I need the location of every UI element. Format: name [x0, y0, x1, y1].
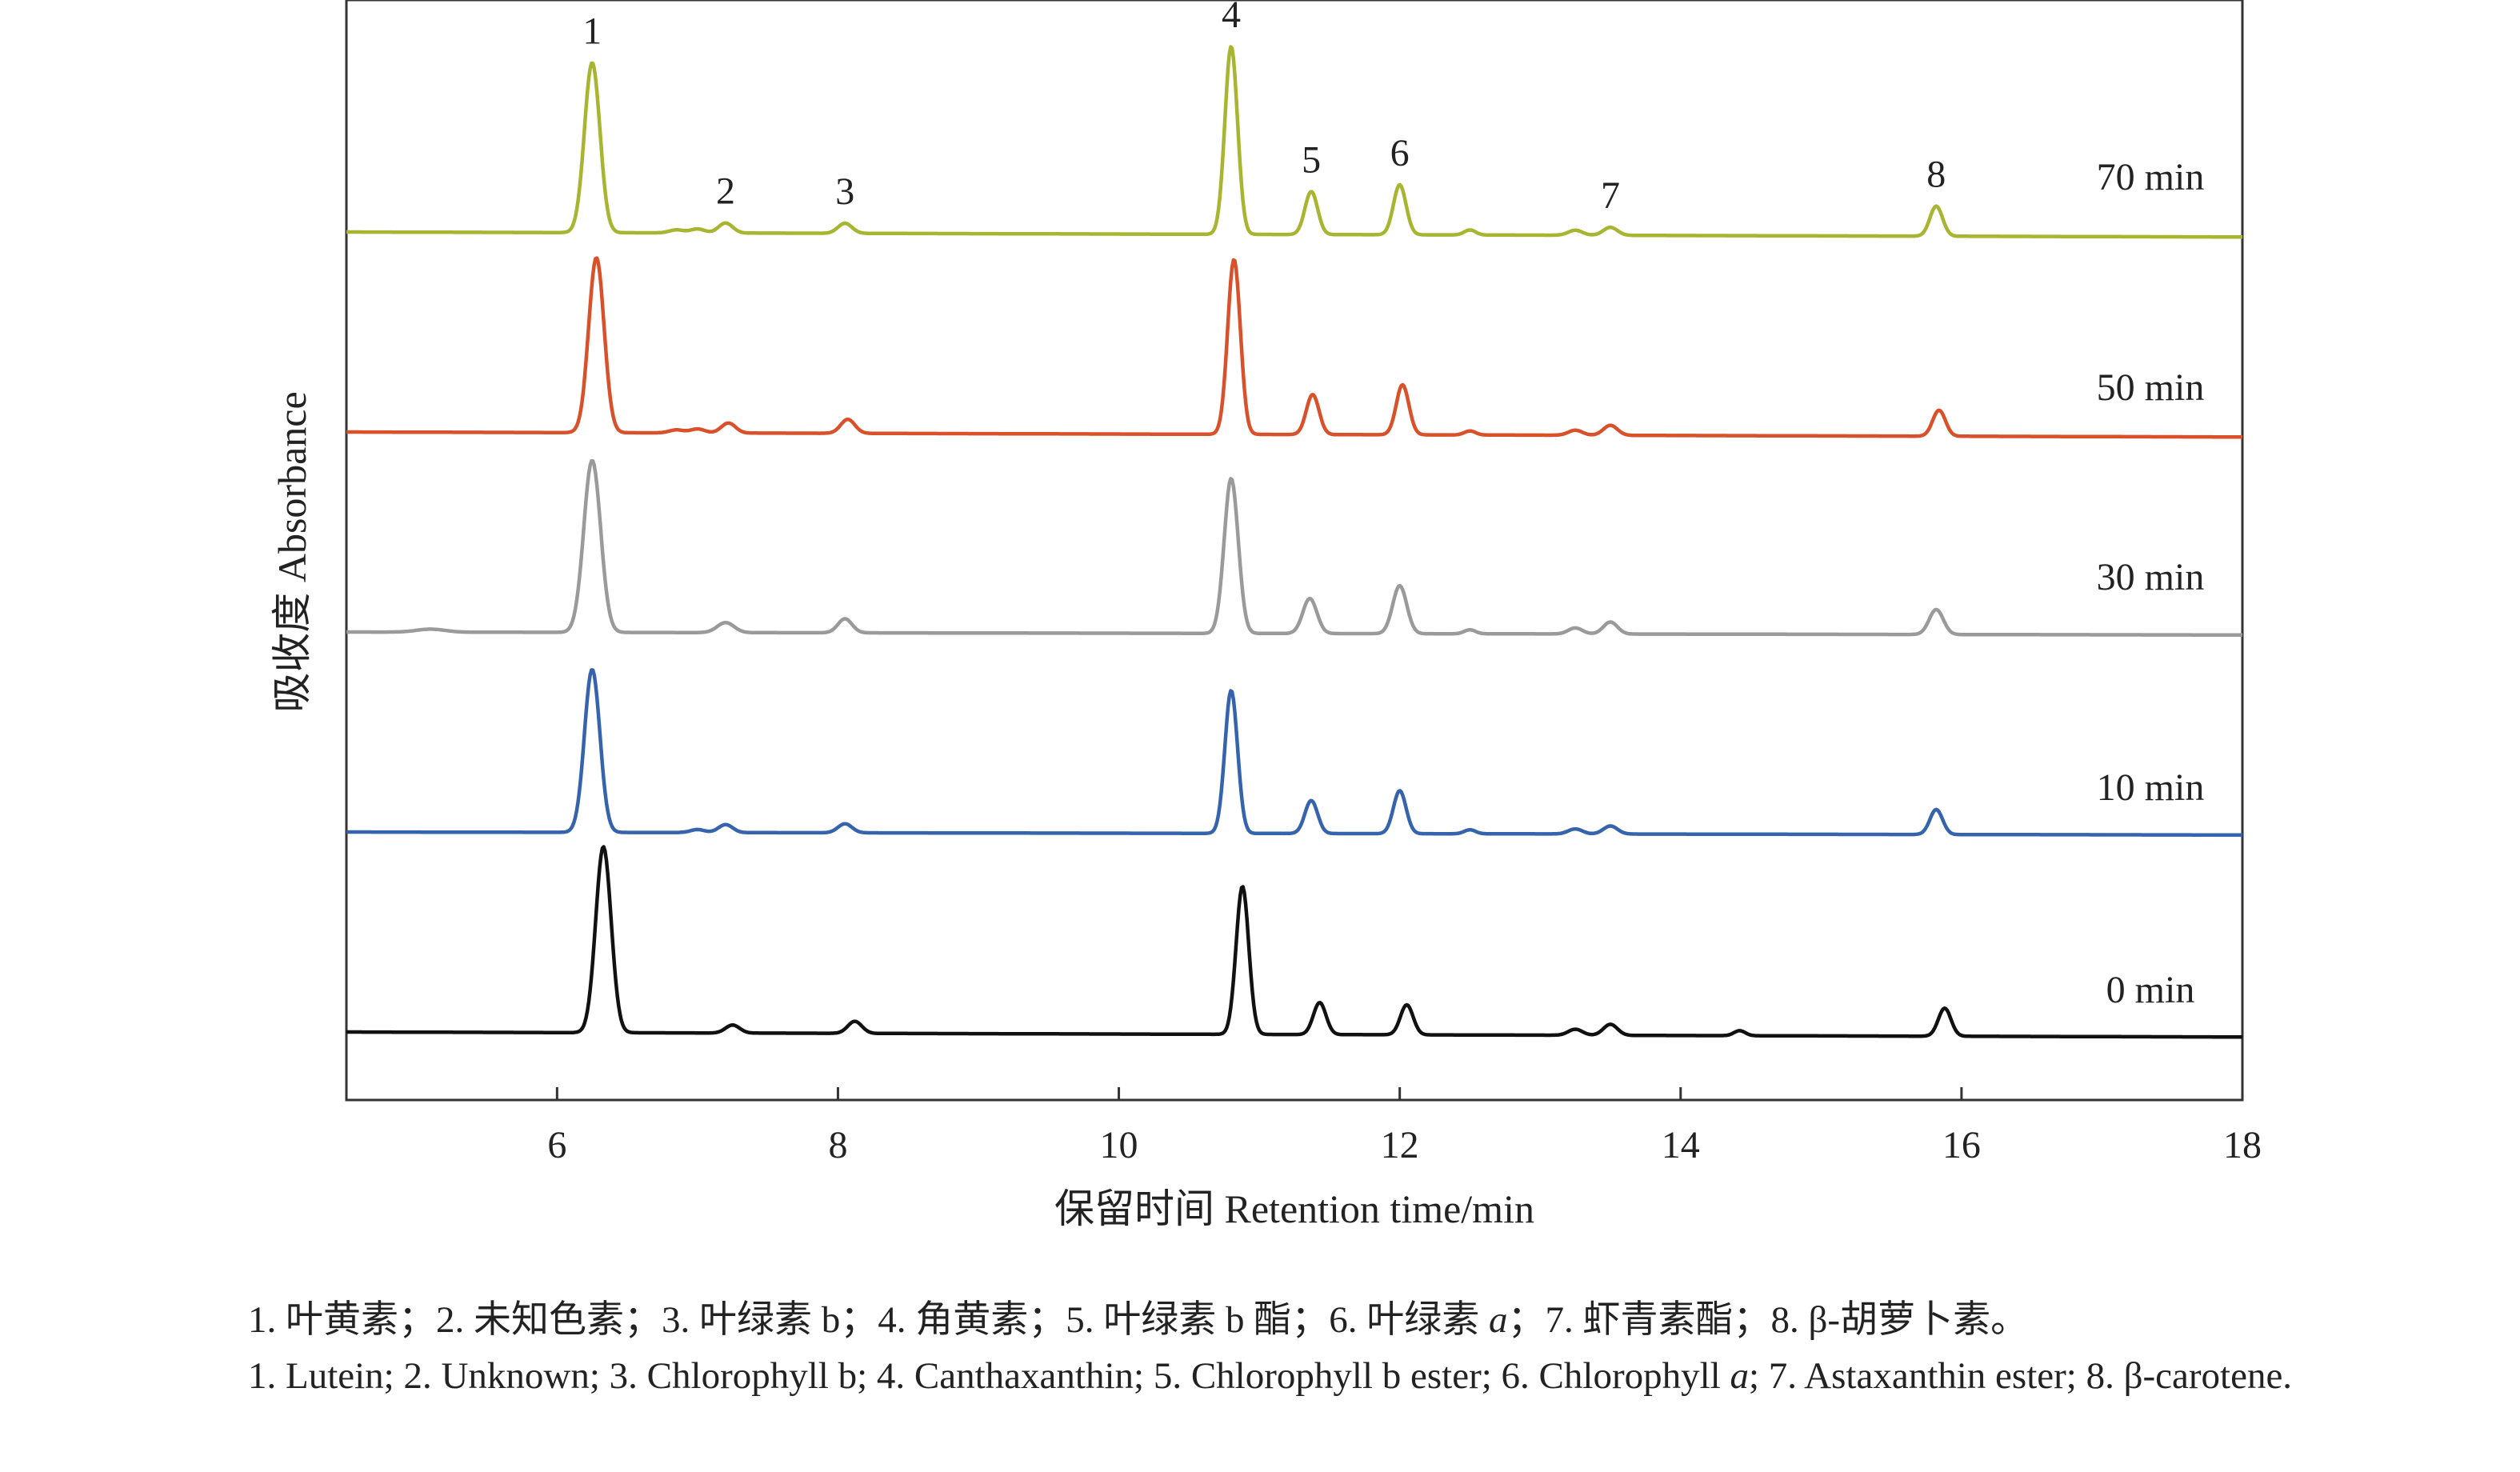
x-tick-label: 8 [828, 1124, 847, 1166]
x-tick-label: 12 [1381, 1124, 1419, 1166]
peak-label: 7 [1601, 174, 1620, 217]
caption-en-italic: a [1730, 1355, 1749, 1397]
peak-label: 5 [1302, 138, 1321, 181]
trace-layer [346, 45, 2243, 1039]
peak-label: 8 [1926, 154, 1946, 196]
x-tick-label: 10 [1100, 1124, 1138, 1166]
x-tick-label: 18 [2223, 1124, 2262, 1166]
caption-chinese: 1. 叶黄素；2. 未知色素；3. 叶绿素 b；4. 角黄素；5. 叶绿素 b … [248, 1292, 2448, 1348]
peak-label: 1 [582, 10, 602, 52]
caption-en-part-1: 1. Lutein; 2. Unknown; 3. Chlorophyll b;… [248, 1355, 1730, 1397]
x-axis: 6 8 10 12 14 16 18 [547, 1087, 2262, 1166]
figure-caption: 1. 叶黄素；2. 未知色素；3. 叶绿素 b；4. 角黄素；5. 叶绿素 b … [248, 1292, 2448, 1404]
series-label: 50 min [2097, 366, 2205, 409]
trace-0-min [346, 845, 2243, 1039]
caption-en-part-2: ; 7. Astaxanthin ester; 8. β-carotene. [1748, 1355, 2293, 1397]
trace-30-min [346, 458, 2243, 638]
x-tick-label: 14 [1662, 1124, 1700, 1166]
y-axis-label: 吸收度 Absorbance [270, 391, 314, 712]
caption-english: 1. Lutein; 2. Unknown; 3. Chlorophyll b;… [248, 1348, 2448, 1404]
x-tick-label: 6 [547, 1124, 566, 1166]
peak-label: 2 [716, 170, 735, 213]
series-label: 70 min [2097, 156, 2205, 198]
x-axis-label: 保留时间 Retention time/min [1054, 1186, 1534, 1231]
series-label: 30 min [2097, 556, 2205, 598]
trace-70-min [346, 45, 2243, 239]
peak-label: 3 [835, 170, 854, 213]
peak-labels: 1 2 3 4 5 6 7 8 [582, 0, 1946, 217]
series-labels: 70 min 50 min 30 min 10 min 0 min [2097, 156, 2205, 1011]
peak-label: 6 [1390, 132, 1410, 174]
caption-cn-part-1: 1. 叶黄素；2. 未知色素；3. 叶绿素 b；4. 角黄素；5. 叶绿素 b … [248, 1299, 1489, 1341]
caption-cn-part-2: ；7. 虾青素酯；8. β-胡萝卜素。 [1507, 1299, 2029, 1341]
trace-10-min [346, 668, 2243, 838]
x-tick-label: 16 [1942, 1124, 1981, 1166]
series-label: 10 min [2097, 766, 2205, 809]
caption-cn-italic: a [1489, 1299, 1508, 1341]
plot-frame [345, 0, 2244, 1102]
peak-label: 4 [1222, 0, 1241, 36]
series-label: 0 min [2106, 969, 2195, 1011]
trace-50-min [346, 256, 2243, 439]
